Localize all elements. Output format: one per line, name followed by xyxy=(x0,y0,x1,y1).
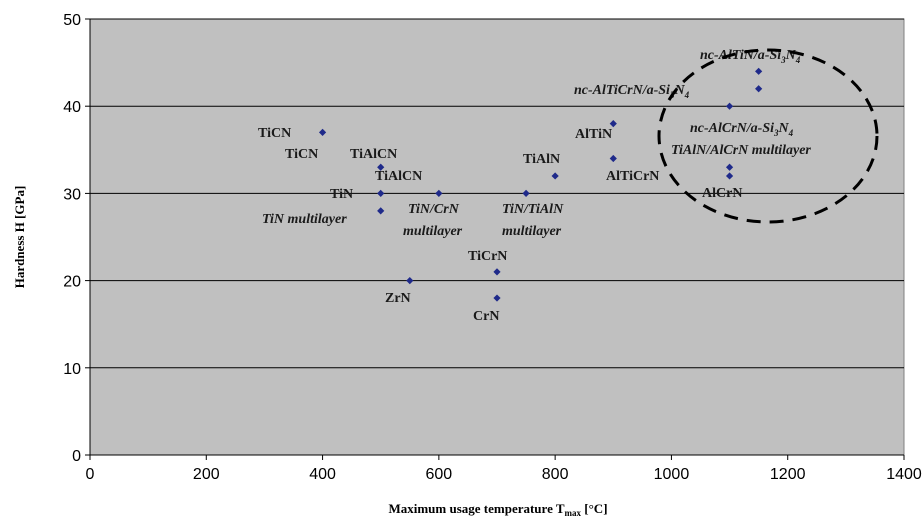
x-tick-label-400: 400 xyxy=(309,466,336,483)
x-tick-label-800: 800 xyxy=(542,466,569,483)
label-tin-multilayer: TiN multilayer xyxy=(262,212,347,227)
data-point-11 xyxy=(609,154,617,163)
plot-area xyxy=(89,18,905,456)
x-axis-title: Maximum usage temperature Tmax [°C] xyxy=(388,501,607,518)
label-tin-tialn-multilayer: multilayer xyxy=(502,224,562,239)
data-point-4 xyxy=(406,277,414,285)
label-nc-alcrn: nc-AlCrN/a-Si3N4 xyxy=(690,121,794,138)
data-point-10 xyxy=(609,120,617,128)
data-point-9 xyxy=(551,172,559,180)
label-ticn-top: TiCN xyxy=(258,126,291,141)
label-zrn: ZrN xyxy=(385,291,411,306)
data-point-8 xyxy=(522,189,530,197)
label-tin-crn: TiN/CrN xyxy=(408,202,460,217)
label-tialn-alcrn-multilayer: TiAlN/AlCrN multilayer xyxy=(671,143,811,158)
label-nc-altin: nc-AlTiN/a-Si3N4 xyxy=(700,48,801,65)
y-tick-labels: 0 10 20 30 40 50 xyxy=(63,12,90,465)
x-tick-label-200: 200 xyxy=(193,466,220,483)
data-points xyxy=(318,67,763,302)
data-point-15 xyxy=(755,67,763,75)
data-point-1 xyxy=(377,163,385,171)
y-tick-label-0: 0 xyxy=(72,448,81,465)
label-alticrn: AlTiCrN xyxy=(606,169,659,184)
x-tick-label-1000: 1000 xyxy=(654,466,690,483)
data-point-0 xyxy=(318,128,327,136)
label-ticn-bottom: TiCN xyxy=(285,147,318,162)
x-tick-label-1200: 1200 xyxy=(770,466,806,483)
x-tick-label-0: 0 xyxy=(86,466,95,483)
x-tick-label-1400: 1400 xyxy=(886,466,922,483)
data-point-16 xyxy=(755,85,763,93)
label-alcrn: AlCrN xyxy=(702,186,742,201)
y-tick-label-50: 50 xyxy=(63,12,81,29)
label-tin-crn-multilayer: multilayer xyxy=(403,224,463,239)
y-tick-label-40: 40 xyxy=(63,99,81,116)
data-point-14 xyxy=(725,172,734,180)
label-tin: TiN xyxy=(330,187,353,202)
x-tick-label-600: 600 xyxy=(426,466,453,483)
data-point-6 xyxy=(493,268,501,276)
data-point-7 xyxy=(493,294,501,302)
label-crn: CrN xyxy=(473,309,499,324)
y-tick-label-30: 30 xyxy=(63,186,81,203)
data-point-2 xyxy=(377,189,385,197)
axes xyxy=(89,19,904,456)
data-point-5 xyxy=(435,189,443,197)
gridlines xyxy=(90,18,904,369)
label-altin: AlTiN xyxy=(575,127,612,142)
data-point-12 xyxy=(725,102,734,110)
label-tialn: TiAlN xyxy=(523,152,560,167)
label-tialcn-upper: TiAlCN xyxy=(350,147,397,162)
data-point-3 xyxy=(377,207,385,215)
data-point-13 xyxy=(725,163,734,171)
y-tick-label-20: 20 xyxy=(63,274,81,291)
x-tick-labels: 0 200 400 600 800 1000 1200 1400 xyxy=(86,455,922,483)
highlight-circle xyxy=(657,48,879,224)
label-nc-alticrn: nc-AlTiCrN/a-Si3N4 xyxy=(574,83,690,100)
label-tin-tialn: TiN/TiAlN xyxy=(502,202,564,217)
label-ticrn: TiCrN xyxy=(468,249,507,264)
y-axis-title: Hardness H [GPa] xyxy=(12,186,27,289)
y-tick-label-10: 10 xyxy=(63,361,81,378)
point-labels: TiCN TiAlCN TiN TiAlCN TiN multilayer Ti… xyxy=(258,48,811,324)
label-tialcn-lower: TiAlCN xyxy=(375,169,422,184)
